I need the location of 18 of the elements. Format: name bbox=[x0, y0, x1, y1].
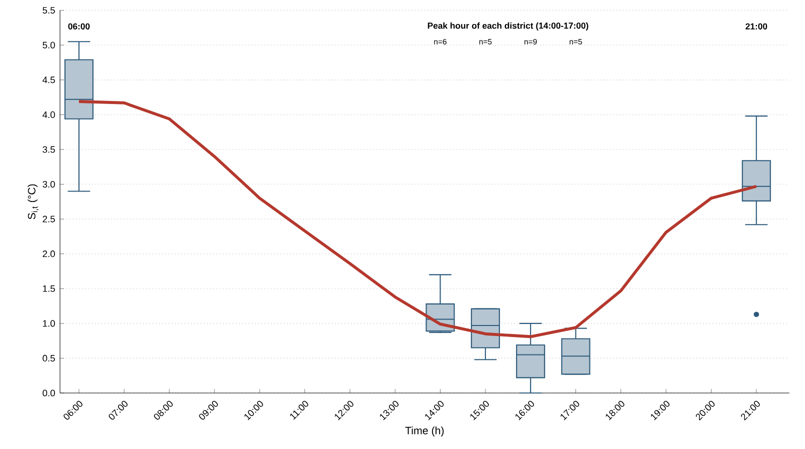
y-tick-label: 0.0 bbox=[42, 390, 55, 396]
y-tick-label: 5.5 bbox=[42, 7, 55, 14]
y-tick-label: 1.5 bbox=[43, 285, 55, 292]
y-tick-label: 0.5 bbox=[42, 354, 55, 362]
annotation: Peak hour of each district (14:00-17:00) bbox=[428, 22, 588, 30]
annotation: 06:00 bbox=[68, 23, 90, 30]
y-tick-label: 5.0 bbox=[42, 42, 55, 48]
annotation: 21:00 bbox=[746, 23, 768, 30]
y-tick-label: 4.5 bbox=[42, 76, 55, 84]
x-axis-title: Time (h) bbox=[405, 426, 444, 436]
y-tick-label: 3.5 bbox=[42, 146, 55, 153]
y-tick-label: 1.0 bbox=[43, 320, 55, 327]
y-tick-label: 2.5 bbox=[42, 216, 55, 222]
y-tick-label: 3.0 bbox=[42, 180, 55, 188]
y-tick-label: 2.0 bbox=[42, 250, 55, 258]
y-tick-label: 4.0 bbox=[42, 111, 55, 118]
y-axis-title: S$_{i,t}$ (°C) bbox=[28, 184, 38, 220]
line-series bbox=[78, 100, 758, 338]
